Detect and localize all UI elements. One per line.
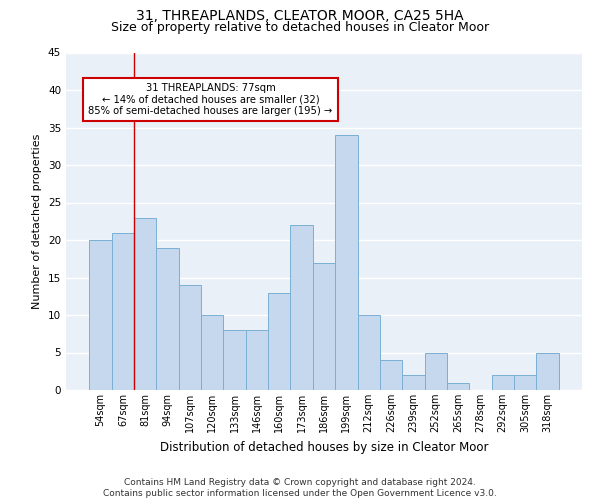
Bar [380,360,402,390]
Bar [246,330,268,390]
X-axis label: Distribution of detached houses by size in Cleator Moor: Distribution of detached houses by size … [160,440,488,454]
Bar [358,315,380,390]
Bar [112,232,134,390]
Bar [491,375,514,390]
Bar [223,330,246,390]
Text: 31, THREAPLANDS, CLEATOR MOOR, CA25 5HA: 31, THREAPLANDS, CLEATOR MOOR, CA25 5HA [136,9,464,23]
Bar [290,225,313,390]
Bar [157,248,179,390]
Bar [134,218,157,390]
Text: Size of property relative to detached houses in Cleator Moor: Size of property relative to detached ho… [111,21,489,34]
Bar [402,375,425,390]
Bar [335,135,358,390]
Bar [179,285,201,390]
Bar [536,352,559,390]
Text: 31 THREAPLANDS: 77sqm
← 14% of detached houses are smaller (32)
85% of semi-deta: 31 THREAPLANDS: 77sqm ← 14% of detached … [88,83,332,116]
Bar [201,315,223,390]
Text: Contains HM Land Registry data © Crown copyright and database right 2024.
Contai: Contains HM Land Registry data © Crown c… [103,478,497,498]
Y-axis label: Number of detached properties: Number of detached properties [32,134,43,309]
Bar [313,262,335,390]
Bar [425,352,447,390]
Bar [268,292,290,390]
Bar [447,382,469,390]
Bar [514,375,536,390]
Bar [89,240,112,390]
